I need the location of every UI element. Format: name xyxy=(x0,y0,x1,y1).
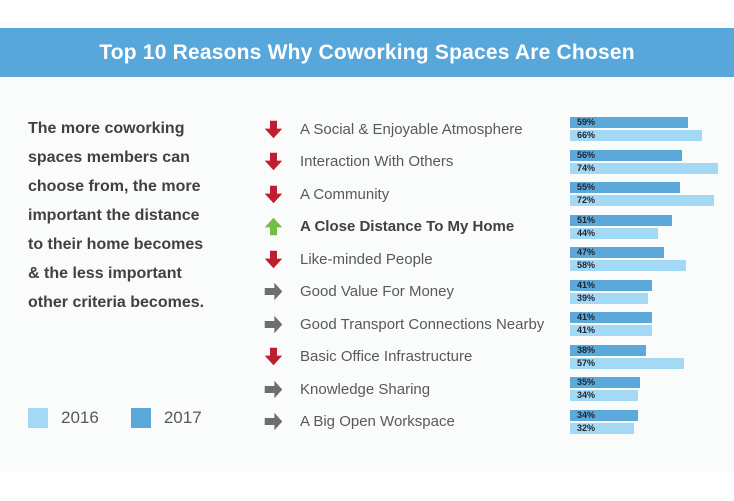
bar-2016: 66% xyxy=(570,130,702,142)
bar-2016: 57% xyxy=(570,357,684,369)
legend-label: 2017 xyxy=(163,408,202,427)
trend-down-icon xyxy=(264,120,283,138)
annotation-note: The more coworking spaces members can ch… xyxy=(28,120,205,311)
bar-2016: 72% xyxy=(570,195,714,207)
bar-value-label: 47% xyxy=(577,247,596,258)
trend-right-icon xyxy=(264,413,283,431)
legend-swatch-2016 xyxy=(28,408,48,428)
bar-value-label: 57% xyxy=(577,357,596,368)
bar-pair: 59% 66% xyxy=(570,117,702,142)
bar-value-label: 34% xyxy=(577,409,596,420)
bar-value-label: 41% xyxy=(577,325,596,336)
bar-value-label: 44% xyxy=(577,227,596,238)
bar-value-label: 72% xyxy=(577,195,596,206)
bar-pair: 35% 34% xyxy=(570,377,640,402)
bar-pair: 51% 44% xyxy=(570,214,672,239)
legend-item-2017: 2017 xyxy=(130,408,202,428)
trend-down-icon xyxy=(264,185,283,203)
category-label: Basic Office Infrastructure xyxy=(300,348,473,366)
bar-pair: 56% 74% xyxy=(570,149,718,174)
category-label: Good Value For Money xyxy=(300,283,454,301)
bar-pair: 34% 32% xyxy=(570,409,638,434)
bar-value-label: 41% xyxy=(577,279,596,290)
bar-value-label: 74% xyxy=(577,162,596,173)
chart-row: Like-minded People 47% 58% xyxy=(262,243,734,276)
bar-value-label: 66% xyxy=(577,130,596,141)
bar-pair: 47% 58% xyxy=(570,247,686,272)
bar-2017: 38% xyxy=(570,344,646,356)
bar-value-label: 41% xyxy=(577,312,596,323)
bar-2016: 34% xyxy=(570,390,638,402)
chart-row: A Community 55% 72% xyxy=(262,178,734,211)
trend-down-icon xyxy=(264,348,283,366)
bar-2017: 55% xyxy=(570,182,680,194)
bar-2016: 44% xyxy=(570,227,658,239)
bar-value-label: 51% xyxy=(577,214,596,225)
trend-right-icon xyxy=(264,380,283,398)
legend-swatch-2017 xyxy=(130,408,151,428)
bar-pair: 41% 39% xyxy=(570,279,652,304)
category-label: Knowledge Sharing xyxy=(300,380,431,398)
chart-row: A Big Open Workspace 34% 32% xyxy=(262,406,734,439)
bar-pair: 41% 41% xyxy=(570,312,652,337)
trend-down-icon xyxy=(264,153,283,171)
chart-row: A Social & Enjoyable Atmosphere 59% 66% xyxy=(262,113,734,146)
bar-value-label: 39% xyxy=(577,292,596,303)
chart-rows: A Social & Enjoyable Atmosphere 59% 66% Int… xyxy=(262,113,734,438)
bar-2016: 39% xyxy=(570,292,648,304)
bar-2017: 41% xyxy=(570,279,652,291)
bar-pair: 38% 57% xyxy=(570,344,684,369)
bar-2017: 35% xyxy=(570,377,640,389)
chart-row: Good Transport Connections Nearby 41% 41% xyxy=(262,308,734,341)
bar-2016: 74% xyxy=(570,162,718,174)
bar-value-label: 56% xyxy=(577,149,596,160)
bar-pair: 55% 72% xyxy=(570,182,714,207)
chart-row: Interaction With Others 56% 74% xyxy=(262,146,734,179)
bar-value-label: 59% xyxy=(577,117,596,128)
category-label: A Social & Enjoyable Atmosphere xyxy=(300,120,523,138)
page-title: Top 10 Reasons Why Coworking Spaces Are … xyxy=(99,40,635,64)
legend-item-2016: 2016 xyxy=(28,408,99,428)
trend-up-icon xyxy=(264,218,283,236)
trend-down-icon xyxy=(264,250,283,268)
bar-2017: 47% xyxy=(570,247,664,259)
bar-2017: 51% xyxy=(570,214,672,226)
bar-value-label: 32% xyxy=(577,422,596,433)
header-banner: Top 10 Reasons Why Coworking Spaces Are … xyxy=(0,28,734,77)
bar-2017: 56% xyxy=(570,149,682,161)
chart-row: Good Value For Money 41% 39% xyxy=(262,276,734,309)
bar-value-label: 34% xyxy=(577,390,596,401)
bar-2017: 59% xyxy=(570,117,688,129)
legend-label: 2016 xyxy=(61,408,99,427)
chart-row: Knowledge Sharing 35% 34% xyxy=(262,373,734,406)
category-label: Interaction With Others xyxy=(300,153,454,171)
bar-2017: 41% xyxy=(570,312,652,324)
chart-row: Basic Office Infrastructure 38% 57% xyxy=(262,341,734,374)
bar-value-label: 58% xyxy=(577,260,596,271)
bar-2016: 32% xyxy=(570,422,634,434)
chart-legend: 2016 2017 xyxy=(28,408,202,428)
trend-right-icon xyxy=(264,315,283,333)
bar-2016: 58% xyxy=(570,260,686,272)
trend-right-icon xyxy=(264,283,283,301)
category-label: A Community xyxy=(300,185,390,203)
category-label: Like-minded People xyxy=(300,250,433,268)
chart-row: A Close Distance To My Home 51% 44% xyxy=(262,211,734,244)
bar-value-label: 35% xyxy=(577,377,596,388)
category-label: Good Transport Connections Nearby xyxy=(300,315,545,333)
bar-value-label: 38% xyxy=(577,344,596,355)
category-label: A Big Open Workspace xyxy=(300,413,455,431)
bar-2016: 41% xyxy=(570,325,652,337)
bar-value-label: 55% xyxy=(577,182,596,193)
category-label: A Close Distance To My Home xyxy=(300,218,515,236)
bar-2017: 34% xyxy=(570,409,638,421)
